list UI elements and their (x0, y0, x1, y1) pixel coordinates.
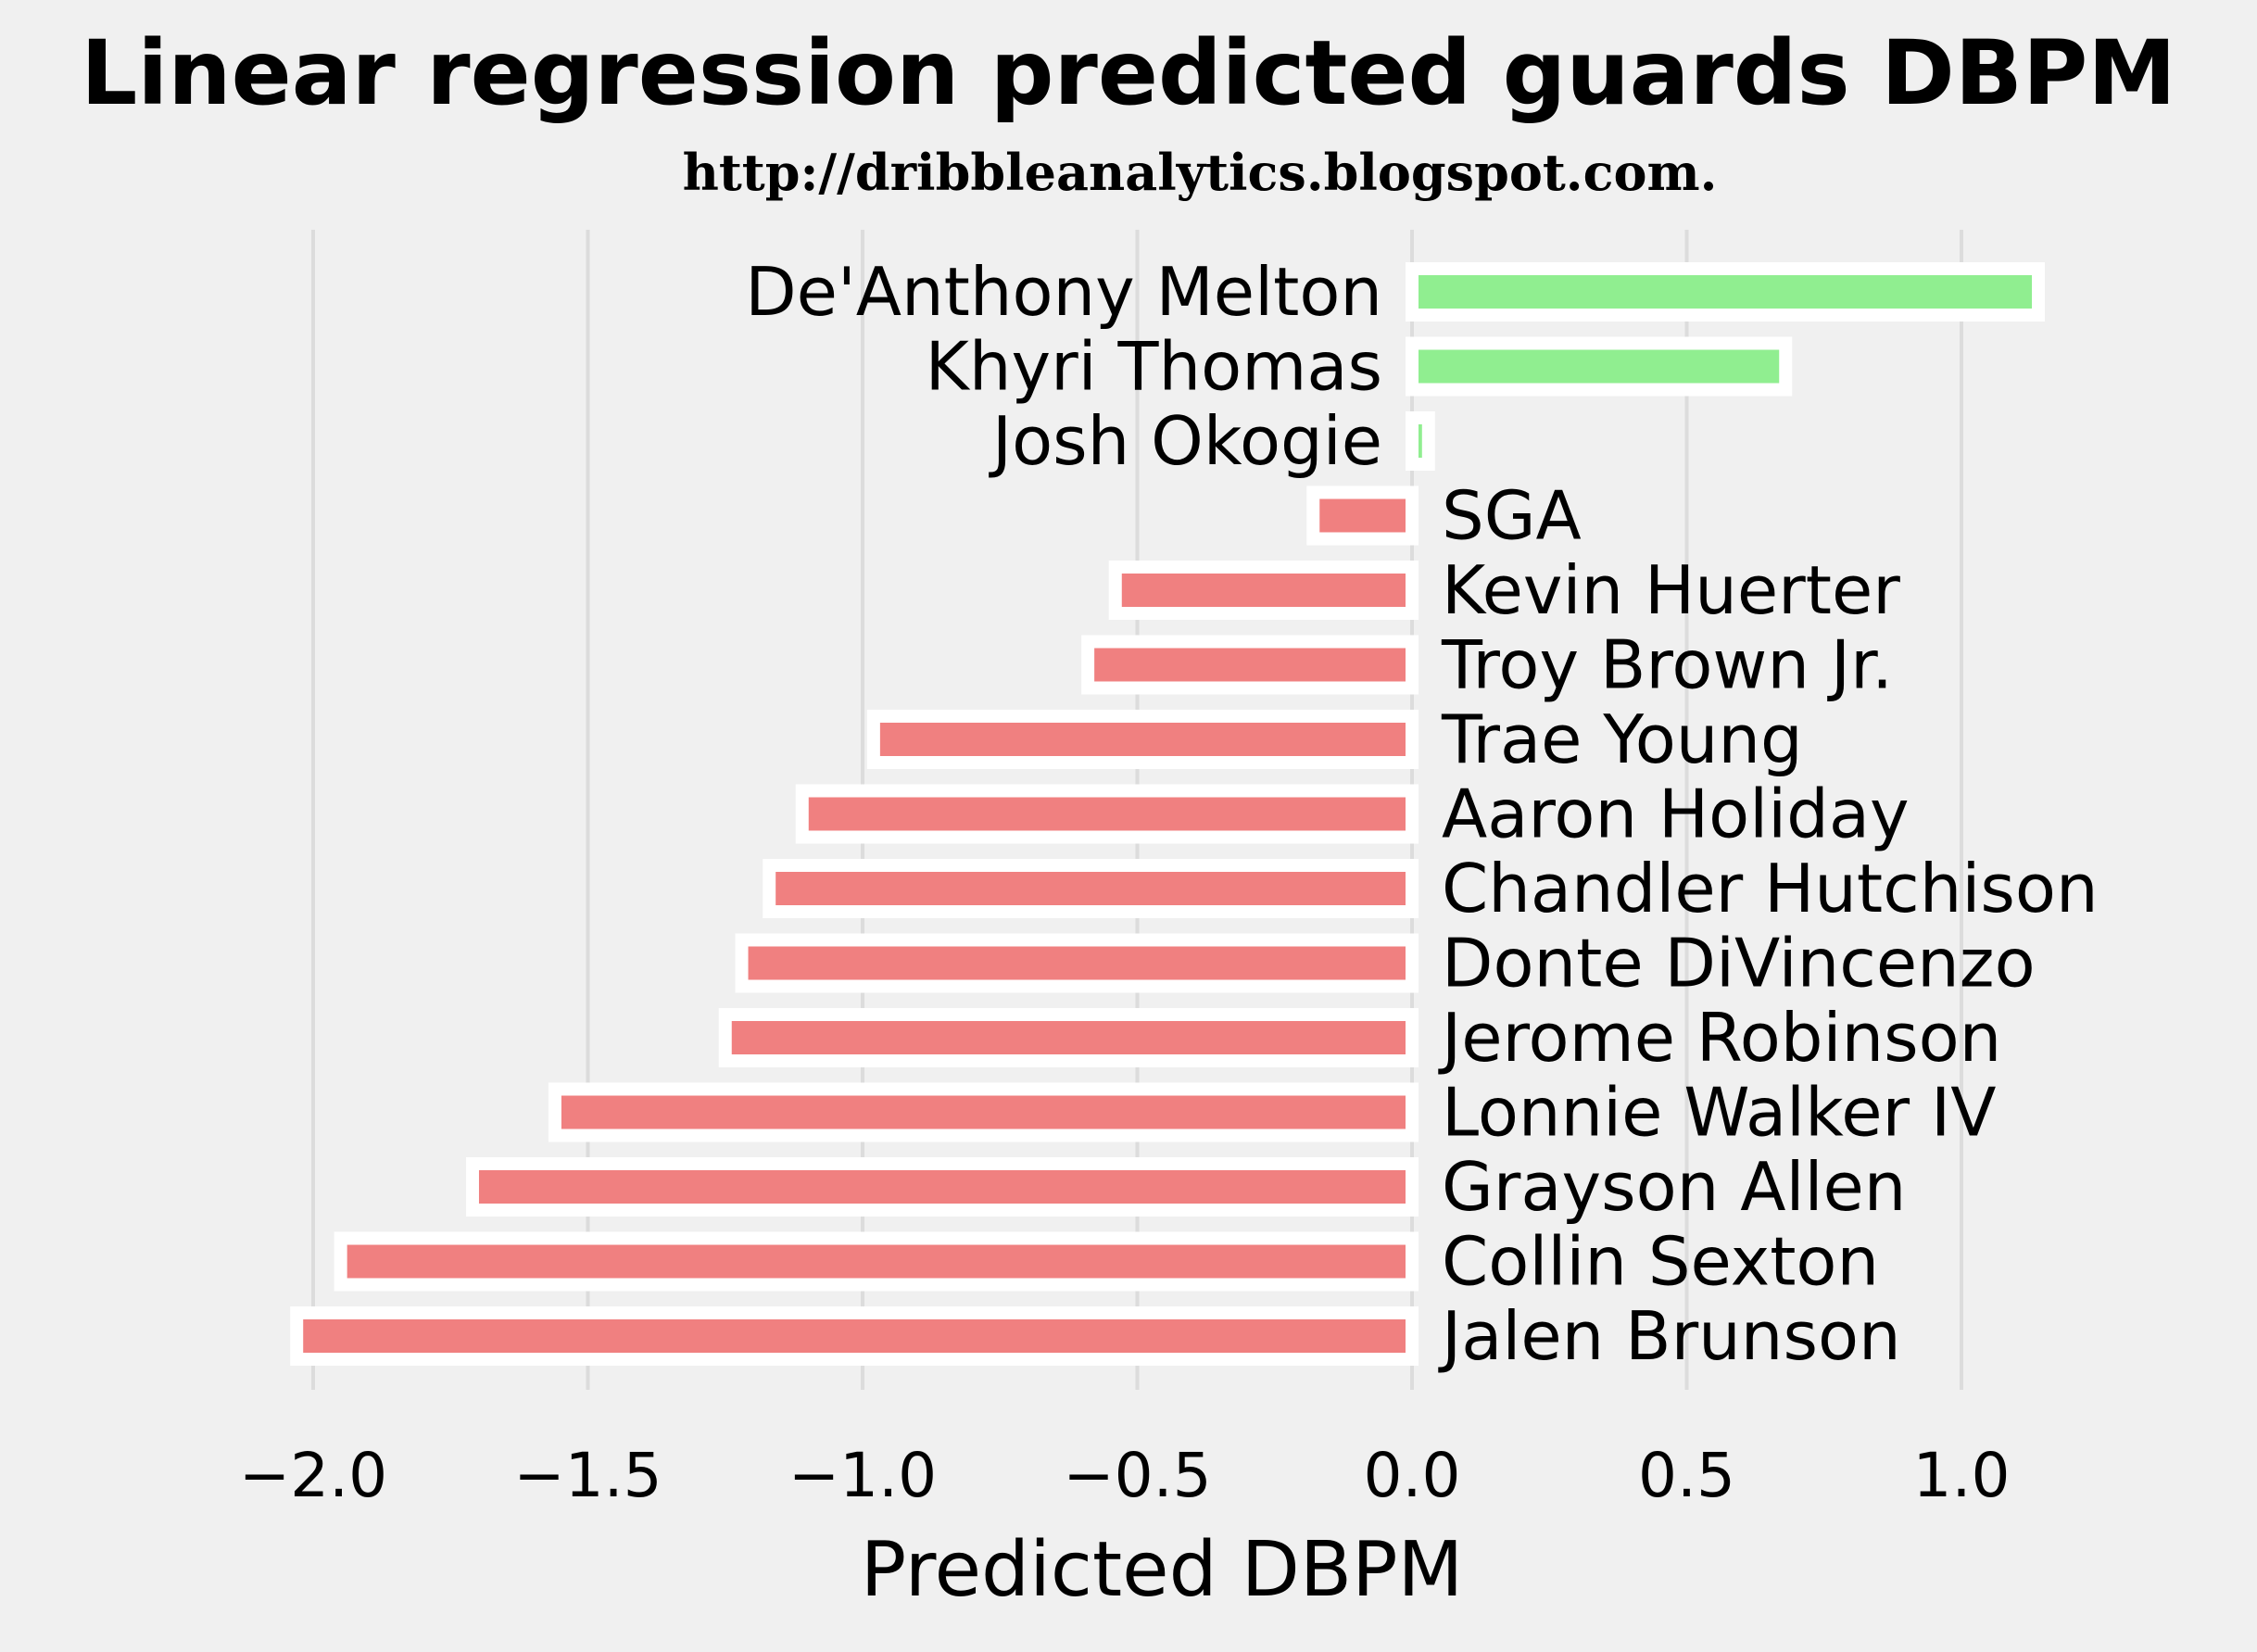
chart-title: Linear regression predicted guards DBPM (81, 21, 2176, 125)
bar-label: Jalen Brunson (1438, 1297, 1901, 1375)
x-tick-label: −1.0 (788, 1440, 937, 1511)
bar (1406, 262, 2046, 322)
bar (334, 1231, 1419, 1292)
bar-label: Troy Brown Jr. (1441, 626, 1893, 704)
bar (1406, 411, 1435, 471)
bar-label: Khyri Thomas (926, 328, 1382, 406)
x-tick-label: 0.5 (1638, 1440, 1735, 1511)
bar-label: Chandler Hutchison (1442, 850, 2099, 927)
bar-label: Jerome Robinson (1438, 999, 2001, 1077)
bars (290, 262, 2046, 1366)
bar-label: Donte DiVincenzo (1442, 925, 2036, 1003)
chart-subtitle: http://dribbleanalytics.blogspot.com. (683, 143, 1718, 202)
bar (718, 1008, 1419, 1067)
x-tick-label: 0.0 (1364, 1440, 1461, 1511)
bar-label: Kevin Huerter (1442, 551, 1900, 629)
bar-label: De'Anthony Melton (745, 253, 1382, 331)
bar-label: Lonnie Walker IV (1442, 1074, 1996, 1152)
x-tick-labels: −2.0 −1.5 −1.0 −0.5 0.0 0.5 1.0 (239, 1440, 2011, 1511)
bar (290, 1306, 1419, 1366)
bar (1108, 561, 1419, 620)
bar (548, 1082, 1419, 1142)
bar (763, 859, 1419, 918)
bar (1306, 486, 1419, 546)
bar-label: Aaron Holiday (1442, 776, 1910, 853)
bar (735, 933, 1419, 993)
bar-label: SGA (1442, 477, 1582, 555)
bar-label: Collin Sexton (1442, 1223, 1879, 1301)
x-tick-label: 1.0 (1913, 1440, 2011, 1511)
x-tick-label: −0.5 (1063, 1440, 1211, 1511)
bar (795, 784, 1419, 844)
bar-label: Grayson Allen (1442, 1148, 1906, 1226)
bar (1406, 336, 1793, 397)
x-tick-label: −1.5 (513, 1440, 662, 1511)
bar (1081, 635, 1419, 695)
bar-label: Trae Young (1441, 700, 1803, 778)
x-axis-label: Predicted DBPM (861, 1526, 1464, 1614)
bar-label: Josh Okogie (989, 402, 1382, 480)
bar (465, 1157, 1419, 1217)
x-tick-label: −2.0 (239, 1440, 387, 1511)
bar (866, 710, 1419, 769)
